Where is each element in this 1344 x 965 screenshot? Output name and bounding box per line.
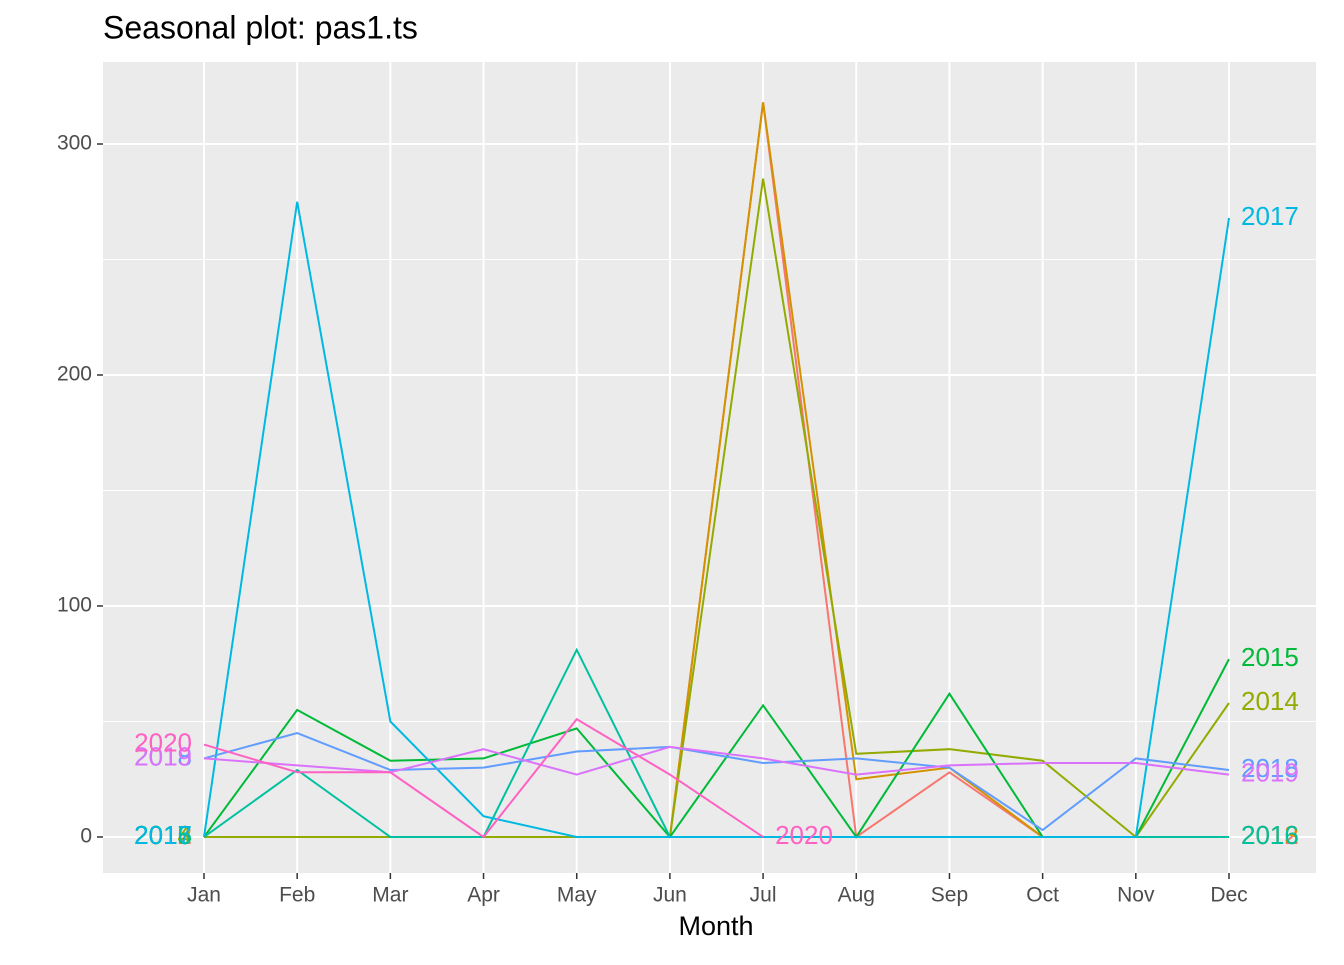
series-line bbox=[203, 745, 1230, 776]
series-end-label: 2013 bbox=[1241, 820, 1299, 850]
panel bbox=[103, 62, 1316, 873]
x-tick-label: Dec bbox=[1210, 884, 1247, 907]
chart-title: Seasonal plot: pas1.ts bbox=[103, 9, 418, 45]
y-tick-label: 300 bbox=[57, 132, 92, 155]
series-end-label: 2016 bbox=[1241, 820, 1299, 850]
x-tick-label: Jun bbox=[653, 884, 687, 907]
x-tick-label: Oct bbox=[1026, 884, 1059, 907]
series-end-label: 2012 bbox=[1241, 820, 1299, 850]
series-end-label: 2018 bbox=[1241, 753, 1299, 783]
x-tick-label: May bbox=[557, 884, 597, 907]
x-tick-label: Nov bbox=[1117, 884, 1155, 907]
series-start-label: 2019 bbox=[134, 741, 192, 771]
x-tick-label: Mar bbox=[372, 884, 408, 907]
series-start-label: 2018 bbox=[134, 741, 192, 771]
y-tick-label: 0 bbox=[80, 825, 92, 848]
y-tick-label: 100 bbox=[57, 594, 92, 617]
series-end-label: 2019 bbox=[1241, 757, 1299, 787]
series-line bbox=[203, 717, 764, 839]
series-line bbox=[203, 201, 1230, 838]
x-tick-label: Aug bbox=[838, 884, 875, 907]
series-start-label: 2015 bbox=[134, 820, 192, 850]
series-start-label: 2017 bbox=[134, 820, 192, 850]
series-end-label: 2017 bbox=[1241, 201, 1299, 231]
series-end-label: 2015 bbox=[1241, 642, 1299, 672]
y-tick-label: 200 bbox=[57, 363, 92, 386]
series-end-label: 2020 bbox=[775, 820, 833, 850]
x-tick-label: Jan bbox=[187, 884, 221, 907]
x-tick-label: Jul bbox=[750, 884, 777, 907]
series-line bbox=[204, 178, 1230, 839]
x-tick-label: Feb bbox=[279, 884, 315, 907]
series-start-label: 2013 bbox=[134, 820, 192, 850]
series-start-label: 2020 bbox=[134, 727, 192, 757]
series-line bbox=[203, 731, 1230, 832]
x-tick-label: Sep bbox=[931, 884, 968, 907]
series-start-label: 2014 bbox=[134, 820, 192, 850]
series-start-label: 2016 bbox=[134, 820, 192, 850]
series-start-label: 2012 bbox=[134, 820, 192, 850]
x-axis-title: Month bbox=[678, 911, 753, 941]
series-end-label: 2014 bbox=[1241, 686, 1299, 716]
x-tick-label: Apr bbox=[467, 884, 500, 907]
